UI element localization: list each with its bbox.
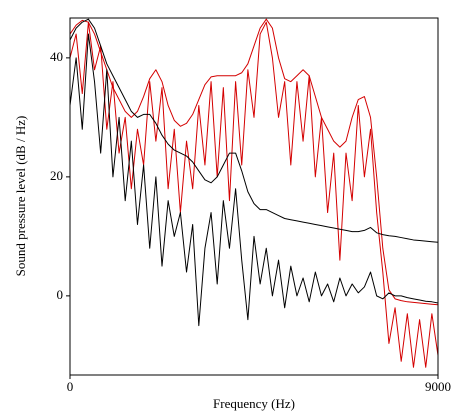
- y-tick-label: 40: [50, 49, 63, 64]
- series-line: [69, 18, 439, 306]
- x-axis-label: Frequency (Hz): [213, 396, 295, 411]
- series-line: [69, 21, 439, 368]
- series-line: [69, 18, 439, 243]
- y-tick-label: 0: [57, 287, 64, 302]
- x-tick-label: 9000: [425, 379, 451, 394]
- y-tick-label: 20: [50, 168, 63, 183]
- x-tick-label: 0: [67, 379, 74, 394]
- plot-frame: [69, 17, 439, 376]
- plot-area: [69, 18, 439, 368]
- series-line: [69, 33, 439, 327]
- y-axis-label: Sound pressure level (dB / Hz): [13, 116, 28, 277]
